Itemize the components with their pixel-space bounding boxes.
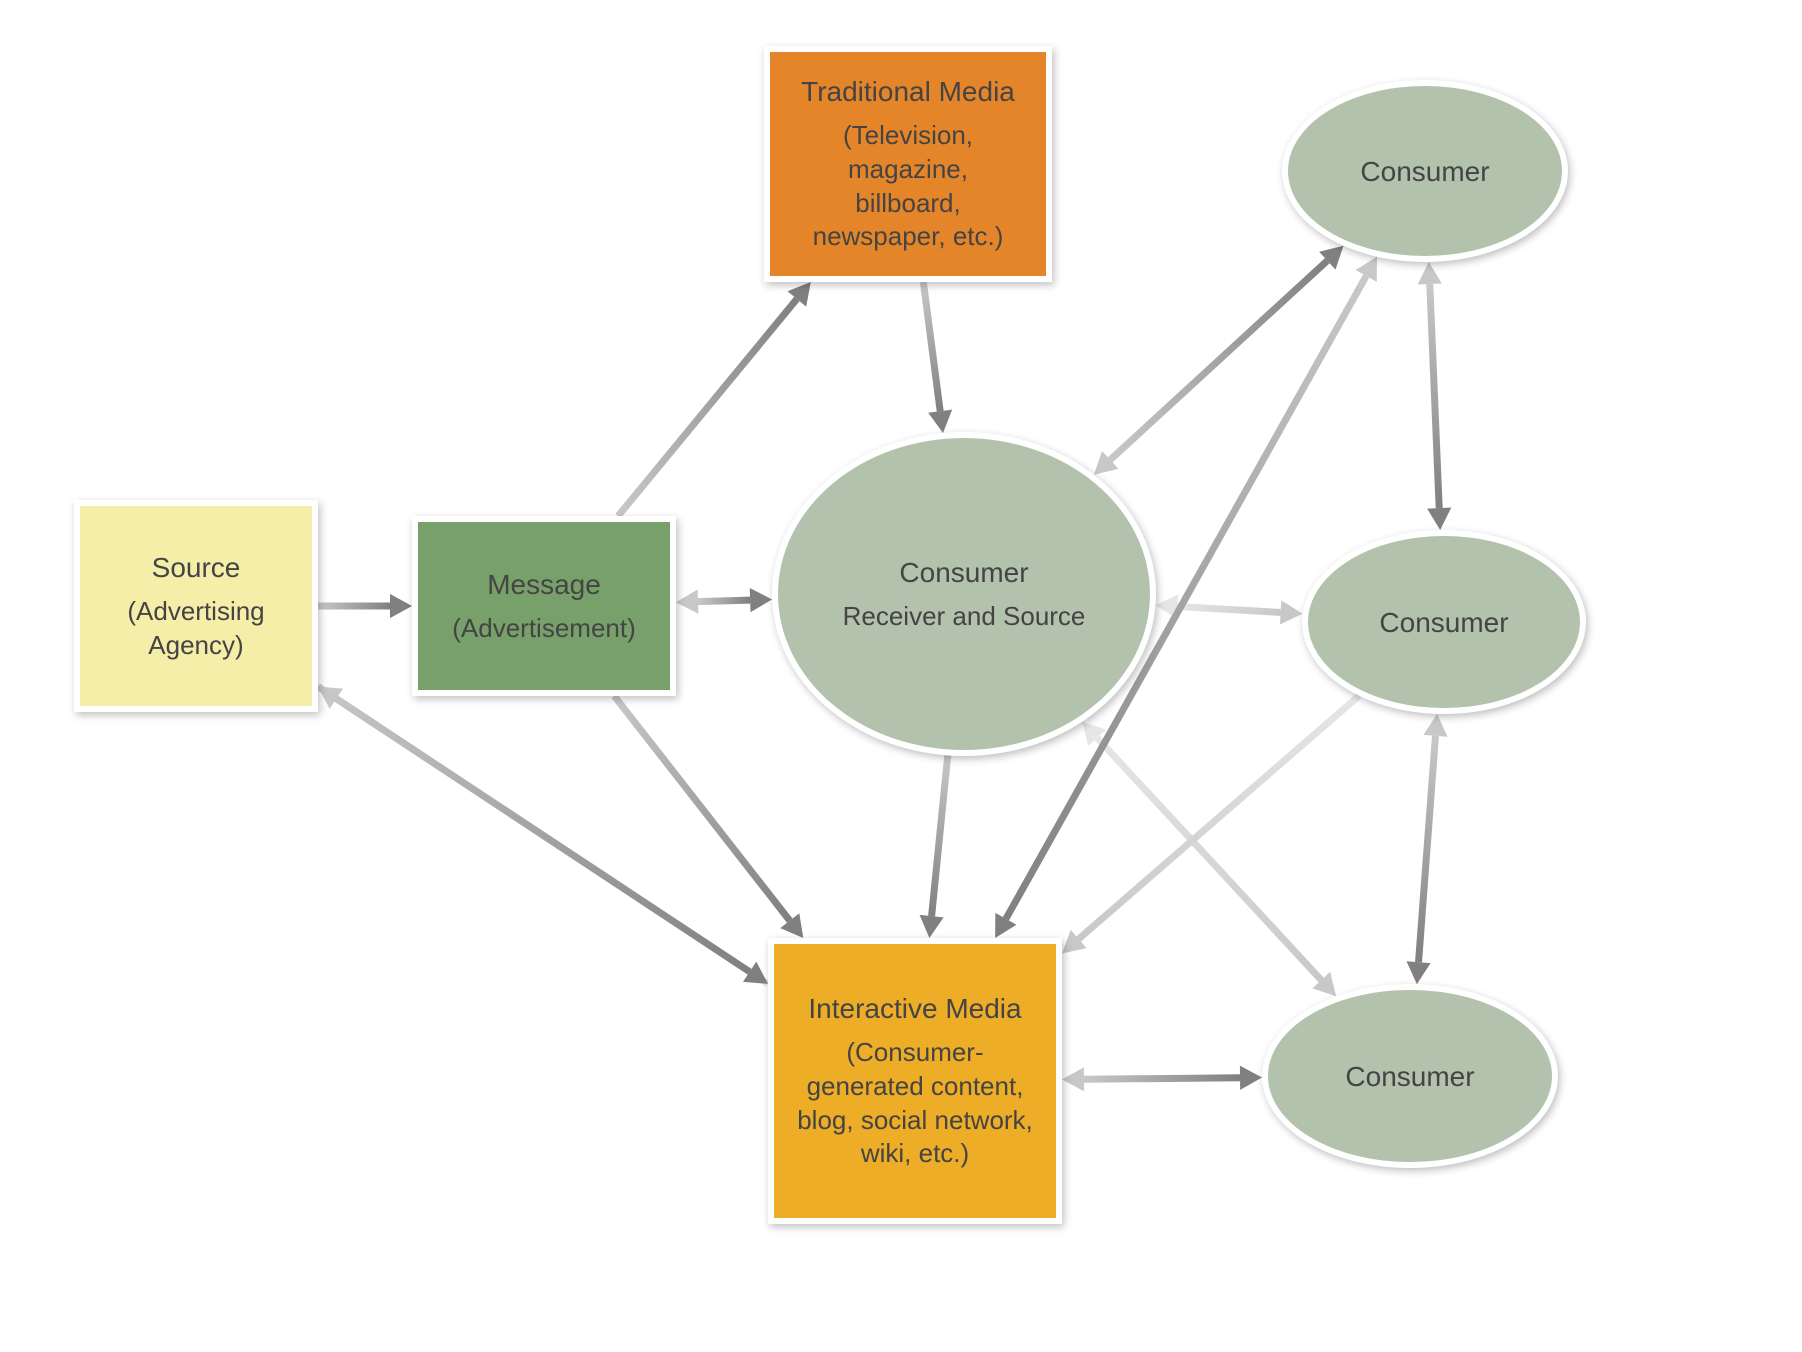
node-consumer-top: Consumer bbox=[1282, 80, 1568, 262]
edge-cmid-to-cbot bbox=[1406, 714, 1447, 984]
edge-message-to-traditional bbox=[618, 282, 811, 516]
node-source: Source (Advertising Agency) bbox=[74, 500, 318, 712]
node-consumer-main: Consumer Receiver and Source bbox=[772, 432, 1156, 756]
node-consumer-top-title: Consumer bbox=[1360, 154, 1489, 189]
node-source-subtitle: (Advertising Agency) bbox=[102, 595, 290, 663]
node-consumer-mid-title: Consumer bbox=[1379, 605, 1508, 640]
edge-interactive-to-cbot bbox=[1062, 1066, 1262, 1092]
edge-consumer-to-interactive bbox=[920, 755, 948, 938]
edge-source-to-interactive bbox=[318, 687, 768, 984]
node-traditional-title: Traditional Media bbox=[801, 74, 1015, 109]
node-message-subtitle: (Advertisement) bbox=[452, 612, 636, 646]
node-source-title: Source bbox=[152, 550, 241, 585]
edge-cmid-to-interactive bbox=[1062, 696, 1359, 954]
edge-message-to-interactive bbox=[614, 696, 803, 938]
node-interactive-subtitle: (Consumer-generated content, blog, socia… bbox=[796, 1036, 1034, 1171]
node-consumer-bot: Consumer bbox=[1262, 984, 1558, 1168]
edge-ctop-to-cmid bbox=[1418, 262, 1452, 530]
node-consumer-main-title: Consumer bbox=[899, 555, 1028, 590]
edge-message-to-consumer bbox=[676, 588, 772, 614]
node-message-title: Message bbox=[487, 567, 601, 602]
node-consumer-main-subtitle: Receiver and Source bbox=[843, 600, 1086, 634]
node-traditional-media: Traditional Media (Television, magazine,… bbox=[764, 46, 1052, 282]
node-interactive-media: Interactive Media (Consumer-generated co… bbox=[768, 938, 1062, 1224]
diagram-canvas: Source (Advertising Agency) Message (Adv… bbox=[0, 0, 1802, 1352]
edge-cmain-to-cmid bbox=[1156, 594, 1303, 624]
node-interactive-title: Interactive Media bbox=[808, 991, 1021, 1026]
node-consumer-bot-title: Consumer bbox=[1345, 1059, 1474, 1094]
edge-cmain-to-cbot bbox=[1082, 722, 1336, 997]
node-message: Message (Advertisement) bbox=[412, 516, 676, 696]
edge-interactive-to-source bbox=[318, 687, 768, 984]
edge-traditional-to-consumer bbox=[923, 282, 952, 433]
edge-cmain-to-ctop bbox=[1094, 246, 1344, 475]
node-traditional-subtitle: (Television, magazine, billboard, newspa… bbox=[792, 119, 1024, 254]
node-consumer-mid: Consumer bbox=[1302, 530, 1586, 714]
edge-source-to-message bbox=[318, 594, 412, 618]
